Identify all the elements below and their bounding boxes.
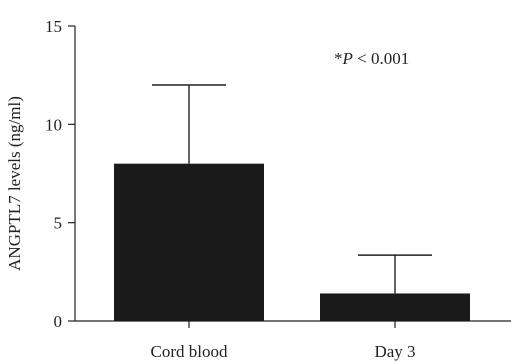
y-axis-title: ANGPTL7 levels (ng/ml) [5,96,24,271]
annotation-threshold: < 0.001 [353,49,409,68]
x-axis-ticks: Cord blood Day 3 [151,321,416,361]
annotation-p: P [342,49,353,68]
x-tick-label: Day 3 [374,342,415,361]
x-tick-label: Cord blood [151,342,228,361]
significance-annotation: *P < 0.001 [334,49,409,68]
y-tick-label: 5 [54,214,63,233]
error-bars [152,84,432,294]
bar [320,293,470,321]
y-tick-label: 0 [54,312,63,331]
annotation-star: * [334,49,343,68]
y-axis-ticks: 0 5 10 15 [45,17,75,331]
bar [114,163,264,321]
y-tick-label: 10 [45,115,62,134]
y-tick-label: 15 [45,17,62,36]
bars [114,163,470,321]
